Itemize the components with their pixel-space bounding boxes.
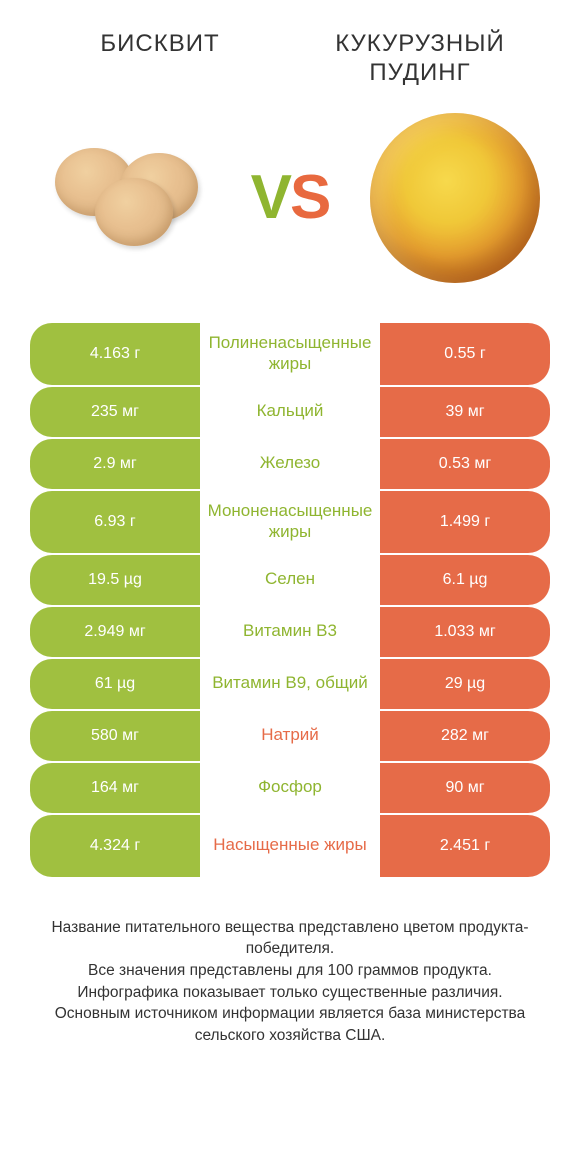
vs-v: V xyxy=(251,163,290,232)
value-left: 580 мг xyxy=(30,711,200,761)
table-row: 2.9 мгЖелезо0.53 мг xyxy=(30,439,550,489)
footer-line: Основным источником информации является … xyxy=(35,1003,545,1046)
value-right: 282 мг xyxy=(380,711,550,761)
nutrient-label: Селен xyxy=(200,555,380,605)
nutrient-label: Мононенасыщенные жиры xyxy=(200,491,380,553)
footer-line: Все значения представлены для 100 граммо… xyxy=(35,960,545,982)
nutrient-label: Фосфор xyxy=(200,763,380,813)
vs-s: S xyxy=(290,163,329,232)
value-left: 61 µg xyxy=(30,659,200,709)
table-row: 6.93 гМононенасыщенные жиры1.499 г xyxy=(30,491,550,553)
table-row: 164 мгФосфор90 мг xyxy=(30,763,550,813)
infographic-container: БИСКВИТ КУКУРУЗНЫЙ ПУДИНГ VS 4.163 гПоли… xyxy=(0,0,580,1067)
biscuit-image xyxy=(40,113,210,283)
value-right: 29 µg xyxy=(380,659,550,709)
header: БИСКВИТ КУКУРУЗНЫЙ ПУДИНГ xyxy=(30,30,550,88)
images-row: VS xyxy=(30,113,550,283)
value-left: 6.93 г xyxy=(30,491,200,553)
table-row: 19.5 µgСелен6.1 µg xyxy=(30,555,550,605)
table-row: 4.324 гНасыщенные жиры2.451 г xyxy=(30,815,550,877)
value-right: 90 мг xyxy=(380,763,550,813)
value-right: 1.033 мг xyxy=(380,607,550,657)
corn-pudding-image xyxy=(370,113,540,283)
footer-line: Инфографика показывает только существенн… xyxy=(35,982,545,1004)
value-left: 164 мг xyxy=(30,763,200,813)
biscuit-icon xyxy=(95,178,173,246)
value-right: 39 мг xyxy=(380,387,550,437)
nutrient-label: Натрий xyxy=(200,711,380,761)
table-row: 2.949 мгВитамин B31.033 мг xyxy=(30,607,550,657)
value-left: 235 мг xyxy=(30,387,200,437)
title-left: БИСКВИТ xyxy=(30,30,290,58)
value-left: 4.324 г xyxy=(30,815,200,877)
value-left: 4.163 г xyxy=(30,323,200,385)
value-right: 0.53 мг xyxy=(380,439,550,489)
nutrient-label: Полиненасыщенные жиры xyxy=(200,323,380,385)
nutrient-label: Витамин B9, общий xyxy=(200,659,380,709)
table-row: 61 µgВитамин B9, общий29 µg xyxy=(30,659,550,709)
value-left: 2.949 мг xyxy=(30,607,200,657)
table-row: 580 мгНатрий282 мг xyxy=(30,711,550,761)
value-right: 0.55 г xyxy=(380,323,550,385)
comparison-table: 4.163 гПолиненасыщенные жиры0.55 г235 мг… xyxy=(30,323,550,877)
nutrient-label: Кальций xyxy=(200,387,380,437)
nutrient-label: Витамин B3 xyxy=(200,607,380,657)
nutrient-label: Насыщенные жиры xyxy=(200,815,380,877)
table-row: 4.163 гПолиненасыщенные жиры0.55 г xyxy=(30,323,550,385)
title-right-text: КУКУРУЗНЫЙ ПУДИНГ xyxy=(335,30,505,86)
footer-line: Название питательного вещества представл… xyxy=(35,917,545,960)
vs-label: VS xyxy=(251,162,330,233)
value-right: 2.451 г xyxy=(380,815,550,877)
value-right: 6.1 µg xyxy=(380,555,550,605)
table-row: 235 мгКальций39 мг xyxy=(30,387,550,437)
value-right: 1.499 г xyxy=(380,491,550,553)
value-left: 2.9 мг xyxy=(30,439,200,489)
footer-text: Название питательного вещества представл… xyxy=(30,917,550,1047)
value-left: 19.5 µg xyxy=(30,555,200,605)
title-right: КУКУРУЗНЫЙ ПУДИНГ xyxy=(290,30,550,88)
nutrient-label: Железо xyxy=(200,439,380,489)
